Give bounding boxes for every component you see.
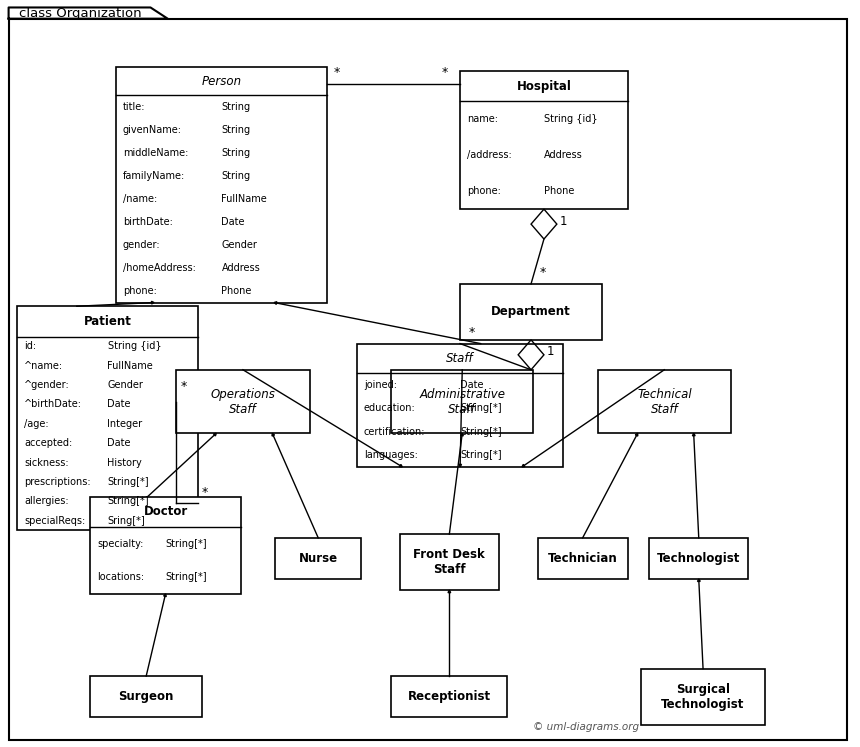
Text: Department: Department (491, 306, 571, 318)
Bar (460, 284, 602, 340)
Text: joined:: joined: (364, 380, 396, 390)
Text: Doctor: Doctor (144, 505, 187, 518)
Text: Gender: Gender (222, 240, 257, 250)
Text: String[*]: String[*] (108, 496, 149, 506)
Text: String[*]: String[*] (165, 572, 207, 582)
Text: Integer: Integer (108, 419, 143, 429)
Text: String[*]: String[*] (460, 427, 501, 437)
Text: Sring[*]: Sring[*] (108, 515, 145, 526)
Text: String[*]: String[*] (460, 403, 501, 413)
Text: String[*]: String[*] (108, 477, 149, 487)
Text: 1: 1 (547, 345, 554, 359)
Text: languages:: languages: (364, 450, 418, 460)
Bar (649, 538, 748, 579)
Text: Technologist: Technologist (657, 552, 740, 565)
Text: Patient: Patient (83, 315, 132, 328)
Text: name:: name: (467, 114, 498, 124)
Text: familyName:: familyName: (123, 171, 185, 181)
Text: class Organization: class Organization (19, 7, 142, 20)
Text: Staff: Staff (446, 352, 474, 365)
Text: FullName: FullName (108, 361, 153, 371)
Text: Date: Date (222, 217, 245, 227)
Text: *: * (441, 66, 447, 79)
Text: ^gender:: ^gender: (24, 380, 70, 390)
Text: birthDate:: birthDate: (123, 217, 173, 227)
Bar (641, 669, 765, 725)
Bar (176, 370, 310, 433)
Text: Gender: Gender (108, 380, 144, 390)
Text: prescriptions:: prescriptions: (24, 477, 90, 487)
Bar (460, 71, 628, 209)
Text: specialReqs:: specialReqs: (24, 515, 85, 526)
Text: gender:: gender: (123, 240, 161, 250)
Text: Administrative
Staff: Administrative Staff (420, 388, 506, 415)
Bar (598, 370, 731, 433)
Text: String: String (222, 102, 250, 112)
Text: Surgeon: Surgeon (119, 690, 174, 703)
Text: givenName:: givenName: (123, 125, 182, 135)
Text: Phone: Phone (544, 186, 574, 196)
Text: /address:: /address: (467, 150, 512, 161)
Text: History: History (108, 457, 142, 468)
Text: String[*]: String[*] (165, 539, 207, 548)
Text: Phone: Phone (222, 286, 252, 296)
Text: allergies:: allergies: (24, 496, 69, 506)
Text: middleName:: middleName: (123, 148, 188, 158)
Text: /homeAddress:: /homeAddress: (123, 263, 196, 273)
Bar (17, 306, 198, 530)
Text: certification:: certification: (364, 427, 426, 437)
Text: ^name:: ^name: (24, 361, 63, 371)
Text: *: * (181, 380, 187, 394)
Text: Address: Address (544, 150, 583, 161)
Text: Technician: Technician (548, 552, 617, 565)
Text: String {id}: String {id} (108, 341, 161, 351)
Bar (116, 67, 327, 303)
Text: id:: id: (24, 341, 36, 351)
Text: String: String (222, 125, 250, 135)
Text: Technical
Staff: Technical Staff (637, 388, 691, 415)
Text: Hospital: Hospital (517, 80, 571, 93)
Text: 1: 1 (560, 214, 567, 228)
Text: String: String (222, 171, 250, 181)
Text: Address: Address (222, 263, 261, 273)
Text: FullName: FullName (222, 194, 267, 204)
Text: locations:: locations: (97, 572, 144, 582)
Text: Operations
Staff: Operations Staff (211, 388, 275, 415)
Bar (90, 497, 241, 594)
Text: *: * (202, 486, 208, 499)
Text: specialty:: specialty: (97, 539, 144, 548)
Text: Date: Date (108, 400, 131, 409)
Text: Surgical
Technologist: Surgical Technologist (661, 683, 745, 710)
Text: String {id}: String {id} (544, 114, 598, 124)
Text: String: String (222, 148, 250, 158)
Text: *: * (540, 267, 546, 279)
Text: /age:: /age: (24, 419, 49, 429)
Text: Nurse: Nurse (298, 552, 338, 565)
Text: *: * (334, 66, 340, 79)
Text: Front Desk
Staff: Front Desk Staff (414, 548, 485, 576)
Text: Date: Date (108, 438, 131, 448)
Text: String[*]: String[*] (460, 450, 501, 460)
Text: phone:: phone: (123, 286, 157, 296)
Text: accepted:: accepted: (24, 438, 72, 448)
Bar (275, 538, 361, 579)
Text: Receptionist: Receptionist (408, 690, 491, 703)
Text: Date: Date (460, 380, 483, 390)
Bar (90, 676, 202, 717)
Text: ^birthDate:: ^birthDate: (24, 400, 82, 409)
Bar (391, 370, 533, 433)
Text: /name:: /name: (123, 194, 157, 204)
Bar (538, 538, 628, 579)
Text: © uml-diagrams.org: © uml-diagrams.org (533, 722, 639, 732)
Text: *: * (469, 326, 475, 339)
Text: sickness:: sickness: (24, 457, 69, 468)
Text: title:: title: (123, 102, 145, 112)
Bar (400, 534, 499, 590)
Text: phone:: phone: (467, 186, 501, 196)
Text: Person: Person (201, 75, 242, 88)
Text: education:: education: (364, 403, 415, 413)
Bar (391, 676, 507, 717)
Bar (357, 344, 563, 467)
